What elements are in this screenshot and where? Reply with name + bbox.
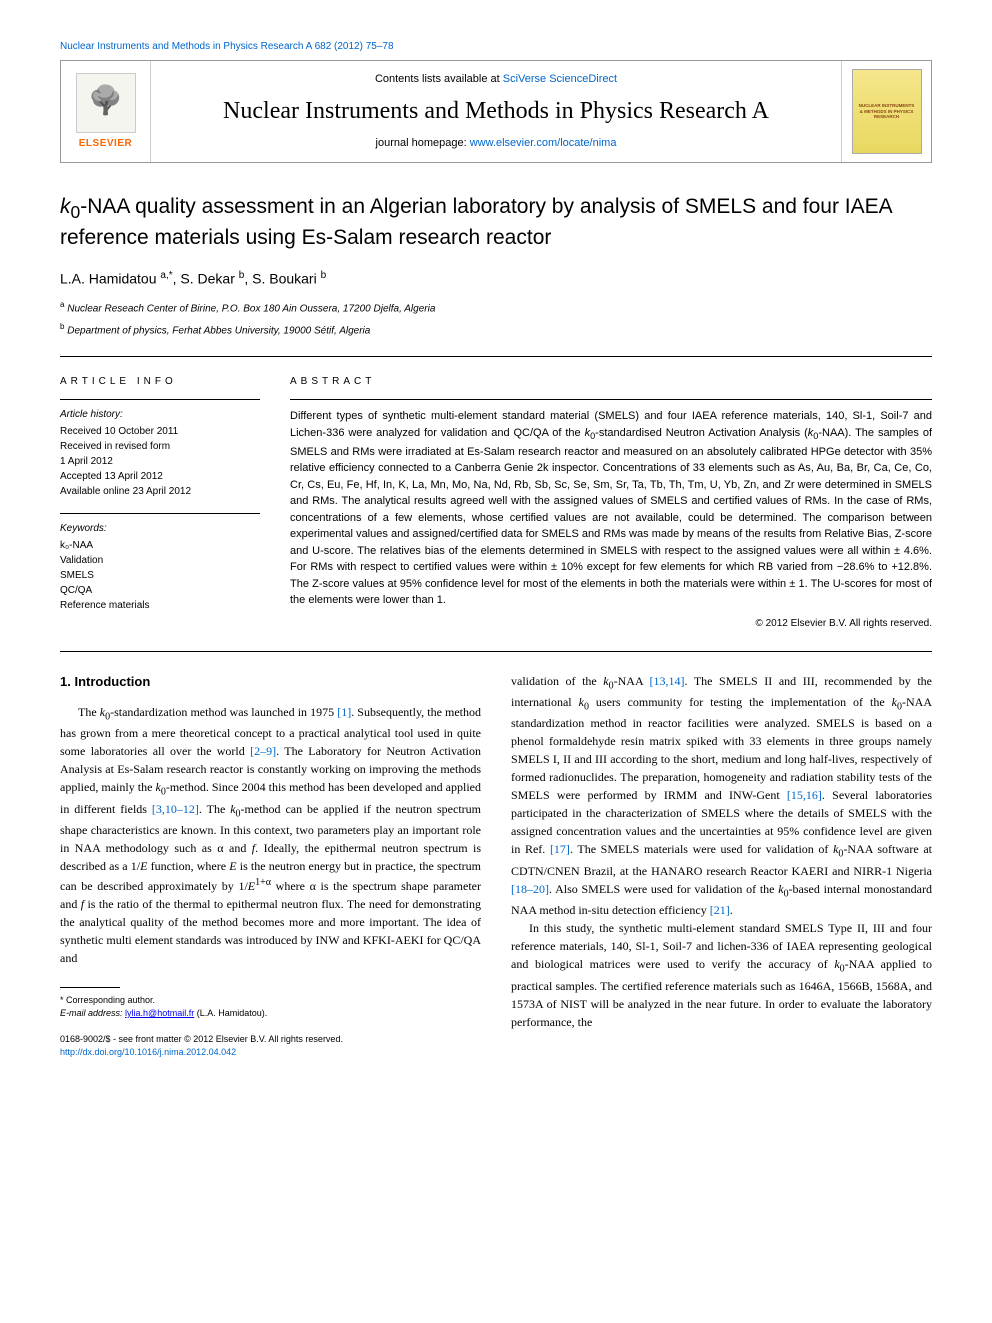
abstract-text: Different types of synthetic multi-eleme… [290, 408, 932, 608]
body-col-left: 1. Introduction The k0-standardization m… [60, 672, 481, 1059]
section-1-heading: 1. Introduction [60, 672, 481, 692]
homepage-prefix: journal homepage: [376, 137, 470, 149]
intro-paragraph-1: The k0-standardization method was launch… [60, 703, 481, 967]
header-center: Contents lists available at SciVerse Sci… [151, 61, 841, 162]
corresponding-author: * Corresponding author. [60, 994, 481, 1007]
body-col-right: validation of the k0-NAA [13,14]. The SM… [511, 672, 932, 1059]
body-columns: 1. Introduction The k0-standardization m… [60, 672, 932, 1059]
authors: L.A. Hamidatou a,*, S. Dekar b, S. Bouka… [60, 269, 932, 289]
abstract-heading: ABSTRACT [290, 375, 932, 389]
keywords-text: k₀-NAA Validation SMELS QC/QA Reference … [60, 538, 260, 613]
keywords-rule [60, 513, 260, 514]
sciencedirect-link[interactable]: SciVerse ScienceDirect [503, 73, 617, 85]
abstract-rule [290, 399, 932, 400]
top-citation-link[interactable]: Nuclear Instruments and Methods in Physi… [60, 41, 394, 52]
elsevier-logo: ELSEVIER [61, 61, 151, 162]
email-name: (L.A. Hamidatou). [197, 1008, 268, 1018]
doi-block: 0168-9002/$ - see front matter © 2012 El… [60, 1033, 481, 1058]
intro-paragraph-2: validation of the k0-NAA [13,14]. The SM… [511, 672, 932, 920]
email-link[interactable]: lylia.h@hotmail.fr [125, 1008, 194, 1018]
info-abstract-row: ARTICLE INFO Article history: Received 1… [60, 375, 932, 630]
article-title: k0-NAA quality assessment in an Algerian… [60, 193, 932, 251]
homepage-line: journal homepage: www.elsevier.com/locat… [171, 136, 821, 151]
affiliation-b: b Department of physics, Ferhat Abbes Un… [60, 321, 932, 338]
cover-thumb-icon: NUCLEAR INSTRUMENTS & METHODS IN PHYSICS… [852, 69, 922, 154]
affiliations: a Nuclear Reseach Center of Birine, P.O.… [60, 299, 932, 338]
contents-prefix: Contents lists available at [375, 73, 503, 85]
affiliation-a: a Nuclear Reseach Center of Birine, P.O.… [60, 299, 932, 316]
journal-name: Nuclear Instruments and Methods in Physi… [171, 97, 821, 126]
email-label: E-mail address: [60, 1008, 123, 1018]
contents-line: Contents lists available at SciVerse Sci… [171, 72, 821, 87]
keywords-label: Keywords: [60, 522, 260, 536]
footnote-separator [60, 987, 120, 988]
history-label: Article history: [60, 408, 260, 422]
top-citation: Nuclear Instruments and Methods in Physi… [60, 40, 932, 54]
rule-top [60, 356, 932, 357]
rule-bottom [60, 651, 932, 652]
elsevier-tree-icon [76, 73, 136, 133]
article-info: ARTICLE INFO Article history: Received 1… [60, 375, 260, 630]
doi-link[interactable]: http://dx.doi.org/10.1016/j.nima.2012.04… [60, 1047, 236, 1057]
abstract: ABSTRACT Different types of synthetic mu… [290, 375, 932, 630]
intro-paragraph-3: In this study, the synthetic multi-eleme… [511, 919, 932, 1030]
homepage-link[interactable]: www.elsevier.com/locate/nima [470, 137, 617, 149]
issn-line: 0168-9002/$ - see front matter © 2012 El… [60, 1033, 481, 1046]
elsevier-text: ELSEVIER [79, 137, 132, 151]
info-heading: ARTICLE INFO [60, 375, 260, 389]
journal-cover: NUCLEAR INSTRUMENTS & METHODS IN PHYSICS… [841, 61, 931, 162]
email-footnote: E-mail address: lylia.h@hotmail.fr (L.A.… [60, 1007, 481, 1020]
history-text: Received 10 October 2011 Received in rev… [60, 424, 260, 499]
journal-header: ELSEVIER Contents lists available at Sci… [60, 60, 932, 163]
info-rule [60, 399, 260, 400]
copyright: © 2012 Elsevier B.V. All rights reserved… [290, 617, 932, 631]
